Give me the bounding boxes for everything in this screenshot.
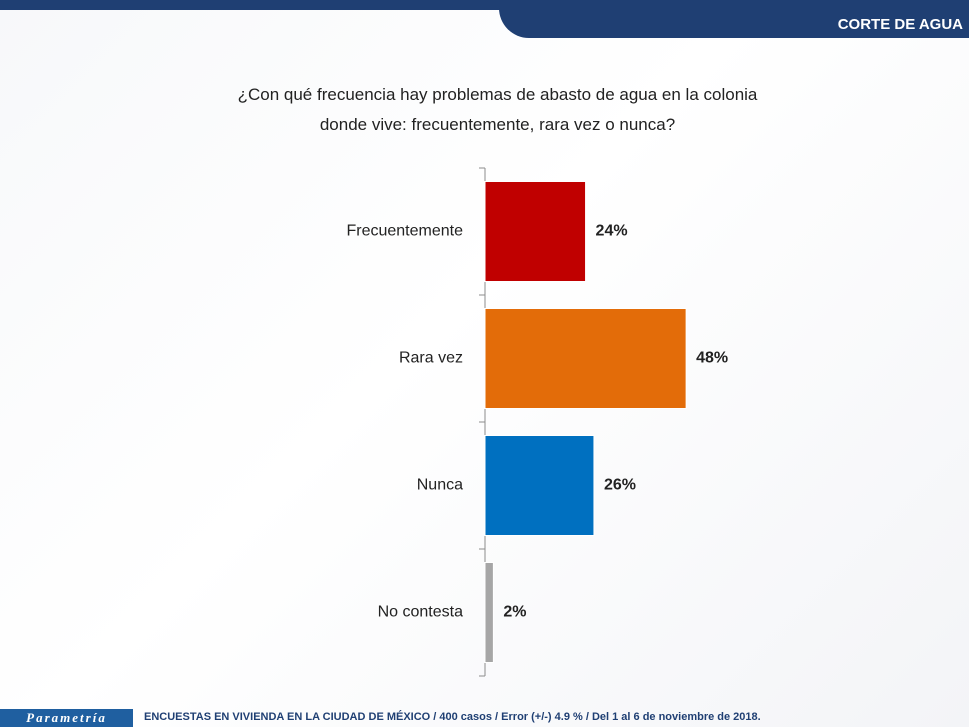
category-label: Nunca (417, 477, 463, 494)
value-label: 2% (503, 604, 526, 621)
footer-note: ENCUESTAS EN VIVIENDA EN LA CIUDAD DE MÉ… (144, 711, 761, 723)
chart-title: ¿Con qué frecuencia hay problemas de aba… (237, 85, 758, 134)
category-label: No contesta (378, 604, 463, 621)
header-band (0, 0, 969, 10)
section-title: CORTE DE AGUA (837, 16, 963, 33)
bar (484, 562, 494, 663)
bar (484, 308, 687, 409)
bar (484, 181, 587, 282)
category-label: Frecuentemente (346, 223, 463, 240)
value-label: 24% (596, 223, 628, 240)
category-label: Rara vez (399, 350, 463, 367)
bar (484, 435, 595, 536)
header-tab (499, 0, 969, 38)
value-label: 26% (604, 477, 636, 494)
value-label: 48% (696, 350, 728, 367)
footer-brand: Parametría (0, 709, 133, 727)
